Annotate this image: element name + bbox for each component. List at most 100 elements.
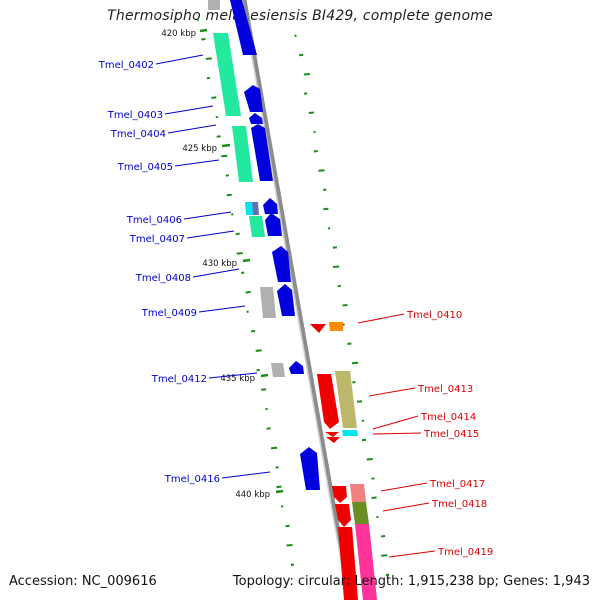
gc-dash (299, 53, 304, 57)
gc-dash (261, 388, 267, 391)
cds-arrow-reverse[interactable] (325, 432, 339, 437)
scale-ticks (199, 28, 284, 494)
cds-arrow-reverse[interactable] (335, 504, 351, 527)
scale-label: 425 kbp (182, 144, 217, 154)
gc-dash (285, 524, 290, 528)
gc-dash (371, 496, 377, 499)
gc-dash (235, 232, 240, 236)
cog-blocks-forward (208, 0, 285, 377)
gc-dash (275, 466, 279, 469)
gc-dash (376, 515, 379, 519)
leader-lines-forward (155, 54, 271, 479)
cds-arrow-forward[interactable] (272, 246, 291, 282)
cds-arrow-forward[interactable] (251, 124, 273, 181)
gc-dash (245, 291, 251, 294)
cds-forward (230, 0, 320, 490)
gc-dash (361, 419, 365, 422)
gc-dash (318, 169, 325, 172)
cds-arrow-forward[interactable] (244, 85, 263, 112)
genome-summary-text: Topology: circular; Length: 1,915,238 bp… (232, 574, 590, 589)
gc-dash (290, 563, 295, 566)
cds-arrow-forward[interactable] (265, 213, 282, 236)
gene-label[interactable]: Tmel_0404 (110, 129, 166, 140)
gc-dash (205, 57, 212, 60)
accession-text: Accession: NC_009616 (9, 574, 157, 589)
scale-label: 420 kbp (161, 29, 196, 39)
gc-dash (266, 427, 271, 430)
cog-block (249, 216, 265, 237)
cds-arrow-forward[interactable] (300, 447, 320, 490)
gene-label[interactable]: Tmel_0418 (431, 499, 487, 510)
gc-dash (201, 38, 206, 41)
scale-label: 440 kbp (235, 490, 270, 500)
cog-block (350, 484, 366, 502)
cds-arrow-reverse[interactable] (317, 374, 339, 429)
gene-label[interactable]: Tmel_0412 (151, 374, 207, 385)
gc-dash (337, 284, 341, 288)
cds-arrow-forward[interactable] (263, 198, 278, 214)
gc-dash (255, 349, 262, 352)
cog-block (271, 363, 285, 377)
cog-block (342, 430, 358, 436)
cds-arrow-forward[interactable] (230, 0, 257, 55)
cds-arrow-forward[interactable] (277, 284, 295, 316)
gc-dash (313, 150, 318, 153)
gc-dash (236, 252, 243, 255)
gc-dash (313, 130, 316, 134)
gene-label[interactable]: Tmel_0416 (164, 474, 220, 485)
cog-block (213, 33, 241, 116)
gc-dash (323, 207, 329, 211)
gc-dash (256, 368, 260, 372)
gc-dash (385, 573, 390, 576)
cds-arrow-reverse[interactable] (310, 324, 326, 333)
gc-dash (196, 18, 200, 21)
gc-dash (352, 361, 359, 365)
cds-arrow-reverse[interactable] (326, 437, 340, 443)
gene-label[interactable]: Tmel_0417 (429, 479, 485, 490)
gene-label[interactable]: Tmel_0419 (437, 547, 493, 558)
cog-block (352, 502, 369, 524)
cds-arrow-reverse[interactable] (338, 527, 358, 600)
gc-dash (280, 505, 284, 508)
gc-dash (230, 213, 234, 216)
gc-dash (361, 438, 367, 442)
gene-label[interactable]: Tmel_0408 (135, 273, 191, 284)
gc-content-dashes (196, 18, 390, 576)
gene-label[interactable]: Tmel_0405 (117, 162, 173, 173)
gene-label[interactable]: Tmel_0402 (98, 60, 154, 71)
gene-label[interactable]: Tmel_0407 (129, 234, 185, 245)
gc-dash (294, 34, 297, 37)
cds-arrow-reverse[interactable] (332, 486, 347, 503)
gc-dash (271, 446, 278, 450)
cog-block (260, 287, 276, 318)
gc-dash (381, 554, 388, 557)
cds-arrow-forward[interactable] (289, 361, 304, 374)
gc-dash (276, 485, 282, 489)
gc-dash (352, 381, 356, 384)
gene-label[interactable]: Tmel_0415 (423, 429, 479, 440)
gc-dash (216, 135, 221, 138)
gene-label[interactable]: Tmel_0406 (126, 215, 182, 226)
gc-dash (308, 111, 314, 114)
cog-block (355, 524, 377, 600)
gene-label[interactable]: Tmel_0403 (107, 110, 163, 121)
gc-dash (241, 271, 245, 274)
gene-label[interactable]: Tmel_0414 (420, 412, 476, 423)
gc-dash (347, 342, 352, 345)
cog-block (208, 0, 220, 10)
gc-dash (206, 76, 210, 80)
gc-dash (225, 174, 229, 177)
scale-labels: 420 kbp 425 kbp 430 kbp 435 kbp 440 kbp (161, 29, 270, 500)
cds-arrow-forward[interactable] (249, 113, 263, 124)
gc-dash (333, 265, 340, 268)
gc-dash (332, 246, 338, 249)
gc-dash (342, 304, 348, 307)
gene-label[interactable]: Tmel_0413 (417, 384, 473, 395)
gc-dash (246, 310, 249, 313)
cog-block (329, 322, 343, 331)
gene-label[interactable]: Tmel_0409 (141, 308, 197, 319)
gc-dash (380, 535, 386, 538)
gene-label[interactable]: Tmel_0410 (406, 310, 462, 321)
gc-dash (221, 154, 228, 158)
gc-dash (342, 323, 345, 326)
